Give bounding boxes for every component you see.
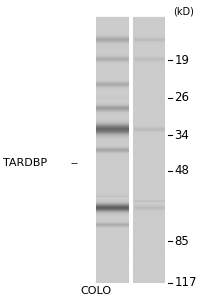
Text: 19: 19 xyxy=(174,54,189,67)
Text: 85: 85 xyxy=(174,235,189,248)
Text: (kD): (kD) xyxy=(173,6,194,16)
Text: 117: 117 xyxy=(174,276,197,290)
Text: 48: 48 xyxy=(174,164,189,177)
Text: --: -- xyxy=(71,158,79,168)
Text: COLO: COLO xyxy=(80,286,111,296)
Text: 26: 26 xyxy=(174,91,189,104)
Text: TARDBP: TARDBP xyxy=(3,158,47,168)
Bar xyxy=(95,17,129,283)
Text: 34: 34 xyxy=(174,129,189,142)
Bar xyxy=(133,17,164,283)
